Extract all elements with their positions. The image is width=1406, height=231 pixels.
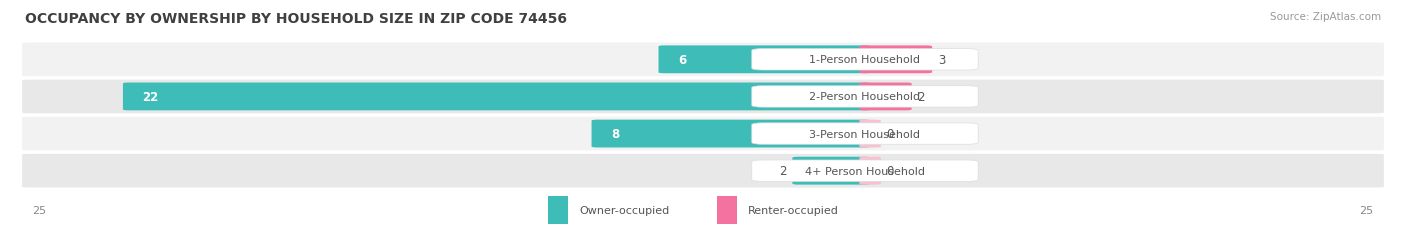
Text: 2: 2 (917, 91, 925, 103)
FancyBboxPatch shape (752, 160, 979, 182)
FancyBboxPatch shape (21, 79, 1385, 115)
Text: 0: 0 (886, 128, 894, 140)
Text: 0: 0 (886, 164, 894, 177)
FancyBboxPatch shape (122, 83, 870, 111)
Text: 4+ Person Household: 4+ Person Household (806, 166, 925, 176)
FancyBboxPatch shape (859, 157, 880, 185)
Text: 3-Person Household: 3-Person Household (810, 129, 921, 139)
Text: 1-Person Household: 1-Person Household (810, 55, 921, 65)
FancyBboxPatch shape (859, 83, 911, 111)
Text: 6: 6 (678, 54, 686, 67)
FancyBboxPatch shape (793, 157, 870, 185)
Text: OCCUPANCY BY OWNERSHIP BY HOUSEHOLD SIZE IN ZIP CODE 74456: OCCUPANCY BY OWNERSHIP BY HOUSEHOLD SIZE… (25, 12, 567, 25)
Text: 25: 25 (1360, 205, 1374, 215)
FancyBboxPatch shape (859, 46, 932, 74)
Text: 3: 3 (938, 54, 945, 67)
FancyBboxPatch shape (752, 123, 979, 145)
FancyBboxPatch shape (21, 153, 1385, 189)
FancyBboxPatch shape (658, 46, 870, 74)
FancyBboxPatch shape (859, 120, 880, 148)
Text: 22: 22 (142, 91, 159, 103)
FancyBboxPatch shape (21, 42, 1385, 78)
Text: 25: 25 (32, 205, 46, 215)
Text: 2: 2 (779, 164, 787, 177)
Text: 8: 8 (612, 128, 620, 140)
Text: Renter-occupied: Renter-occupied (748, 205, 839, 215)
Bar (717, 196, 737, 224)
FancyBboxPatch shape (21, 116, 1385, 152)
Text: 2-Person Household: 2-Person Household (810, 92, 921, 102)
FancyBboxPatch shape (752, 49, 979, 71)
Bar (548, 196, 568, 224)
Text: Owner-occupied: Owner-occupied (579, 205, 669, 215)
FancyBboxPatch shape (752, 86, 979, 108)
Text: Source: ZipAtlas.com: Source: ZipAtlas.com (1270, 12, 1381, 21)
FancyBboxPatch shape (592, 120, 870, 148)
